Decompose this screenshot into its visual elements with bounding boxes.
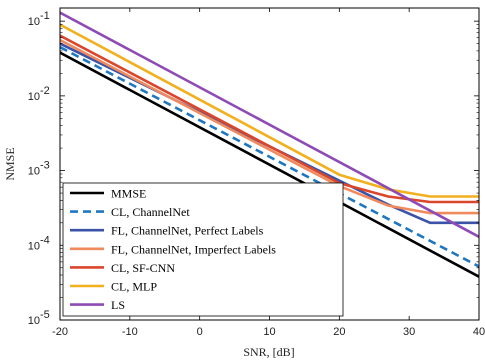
series-lines <box>59 11 480 278</box>
y-tick-label-4: 10 <box>28 16 40 28</box>
x-tick-label-1: -10 <box>122 326 138 338</box>
y-tick-label-1: 10 <box>28 240 40 252</box>
x-ticks: -20 -10 0 10 20 30 40 <box>52 8 485 338</box>
series-line-6 <box>59 11 480 238</box>
legend-box <box>62 182 344 317</box>
x-tick-label-2: 0 <box>197 326 203 338</box>
y-tick-exponent-4: -1 <box>40 10 50 22</box>
y-tick-exponent-2: -3 <box>40 160 50 172</box>
x-tick-label-0: -20 <box>52 326 68 338</box>
y-tick-exponent-0: -5 <box>40 309 50 321</box>
y-tick-label-3: 10 <box>28 91 40 103</box>
legend-label-1: CL, ChannelNet <box>111 205 190 219</box>
x-axis-label: SNR, [dB] <box>243 345 294 359</box>
series-line-4 <box>59 34 479 204</box>
x-tick-label-5: 30 <box>403 326 415 338</box>
x-tick-label-6: 40 <box>473 326 485 338</box>
y-tick-exponent-1: -4 <box>40 234 50 246</box>
series-line-0 <box>59 51 480 278</box>
y-tick-label-2: 10 <box>28 166 40 178</box>
y-tick-label-0: 10 <box>28 315 40 327</box>
legend-label-3: FL, ChannelNet, Imperfect Labels <box>111 242 276 256</box>
y-tick-exponent-3: -2 <box>40 85 50 97</box>
x-tick-label-3: 10 <box>263 326 275 338</box>
legend-label-0: MMSE <box>111 187 146 201</box>
legend-label-5: CL, MLP <box>111 280 157 294</box>
series-line-5 <box>59 23 479 198</box>
x-tick-label-4: 20 <box>333 326 345 338</box>
legend-label-6: LS <box>111 298 125 312</box>
legend-label-2: FL, ChannelNet, Perfect Labels <box>111 224 264 238</box>
series-line-1 <box>59 45 480 268</box>
y-axis-label: NMSE <box>3 147 17 180</box>
legend-label-4: CL, SF-CNN <box>111 261 175 275</box>
legend: MMSE CL, ChannelNet FL, ChannelNet, Perfec… <box>62 182 344 317</box>
y-ticks: 10-510-410-310-210-1 <box>28 10 479 327</box>
series-line-3 <box>59 38 479 215</box>
